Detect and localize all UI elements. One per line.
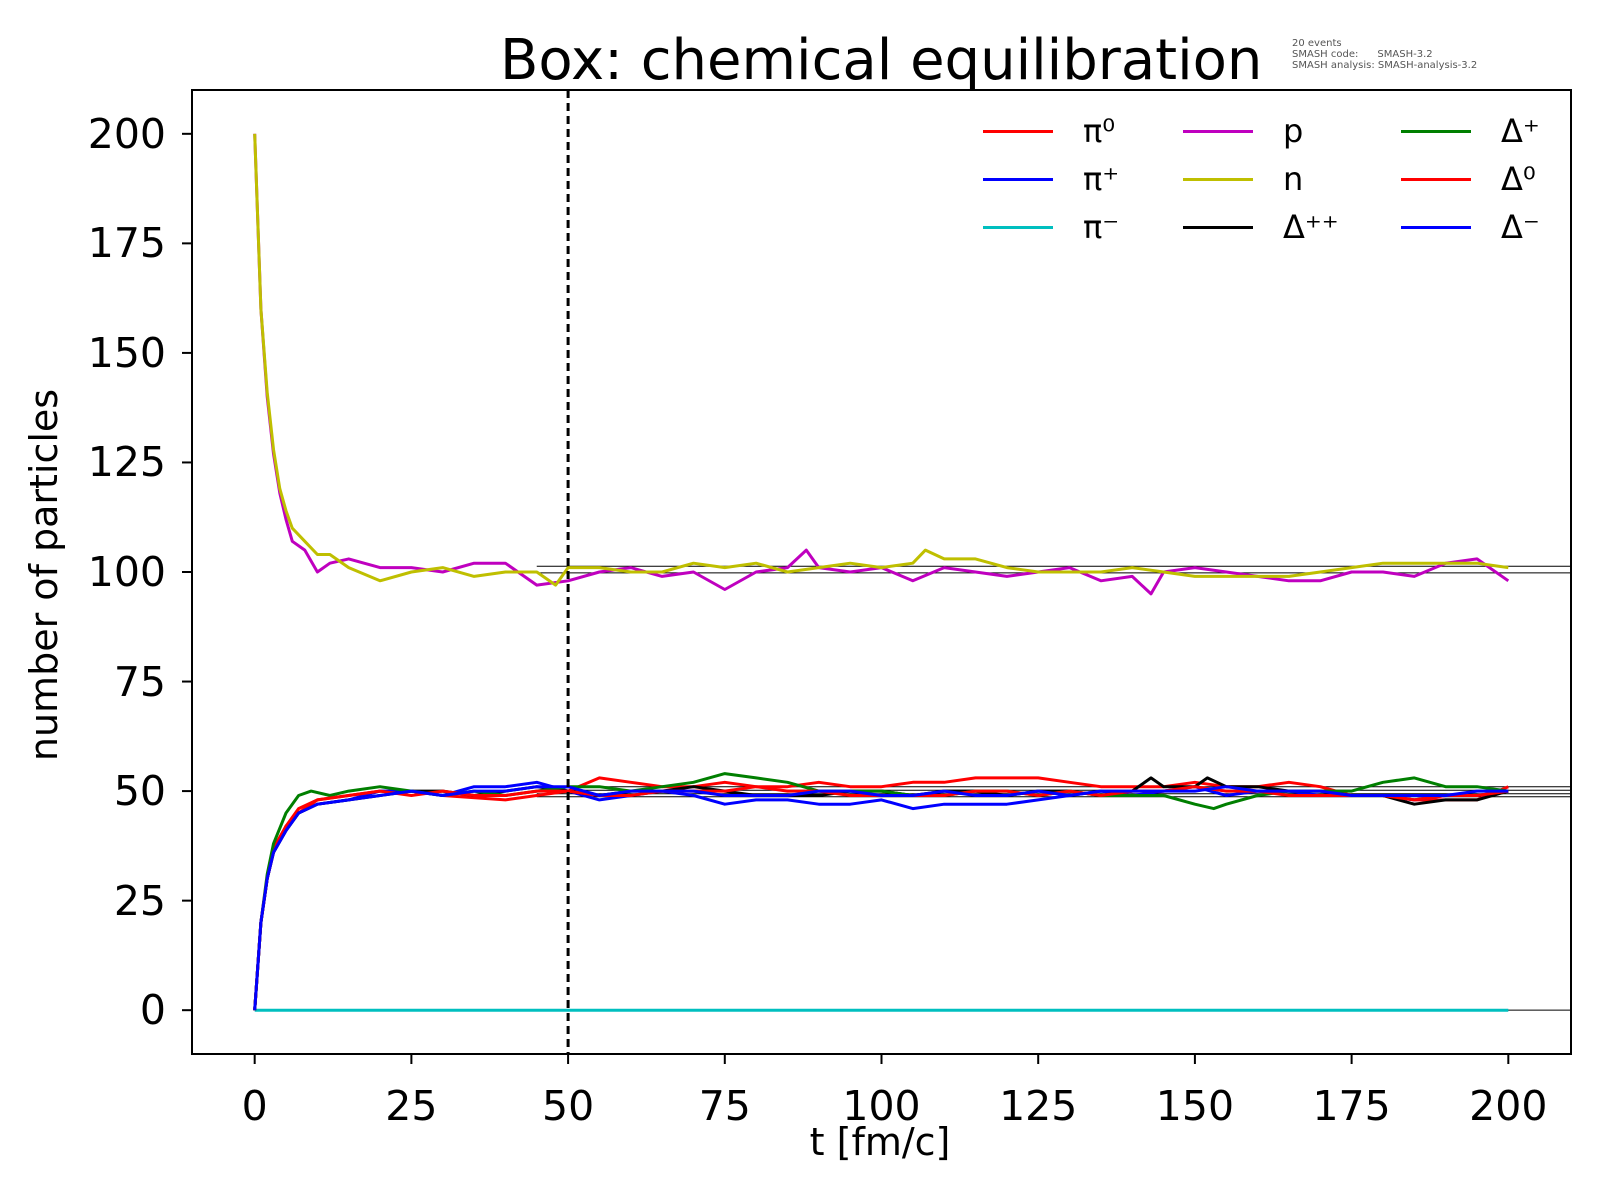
y-tick-label: 175: [87, 219, 166, 268]
y-tick-label: 150: [87, 328, 166, 377]
meta-line: SMASH code: SMASH-3.2: [1292, 49, 1433, 60]
y-tick-label: 0: [139, 986, 166, 1035]
legend-swatch: [1401, 226, 1471, 229]
x-tick-label: 50: [541, 1082, 595, 1130]
run-metadata: 20 events SMASH code: SMASH-3.2 SMASH an…: [1292, 38, 1477, 71]
legend-item-pi0: π⁰: [983, 112, 1163, 152]
x-axis-label: t [fm/c]: [809, 1120, 951, 1164]
legend: π⁰ π⁺ π⁻ p n Δ⁺⁺ Δ⁺ Δ⁰ Δ⁻: [983, 112, 1543, 262]
legend-item-delta-plus: Δ⁺: [1401, 112, 1541, 152]
x-tick-label: 25: [385, 1082, 438, 1130]
legend-label: π⁺: [1083, 160, 1120, 198]
legend-swatch: [1183, 178, 1253, 181]
legend-label: p: [1283, 112, 1304, 150]
y-tick-label: 125: [87, 438, 166, 487]
legend-swatch: [983, 130, 1053, 133]
legend-item-delta-pp: Δ⁺⁺: [1183, 208, 1363, 248]
legend-label: n: [1283, 160, 1304, 198]
y-axis-label: number of particles: [22, 388, 66, 762]
series-line-4: [253, 133, 1509, 587]
y-tick-label: 50: [113, 767, 166, 816]
legend-item-pi-minus: π⁻: [983, 208, 1163, 248]
legend-label: Δ⁺⁺: [1283, 208, 1339, 246]
tick-marks: [182, 132, 1510, 1064]
x-tick-label: 75: [698, 1082, 751, 1130]
x-tick-label: 150: [1155, 1082, 1235, 1130]
x-tick-label: 125: [999, 1082, 1078, 1130]
series-line-0: [253, 776, 1509, 1011]
legend-label: π⁰: [1083, 112, 1116, 150]
legend-swatch: [983, 226, 1053, 229]
legend-swatch: [983, 178, 1053, 181]
meta-line: SMASH analysis: SMASH-analysis-3.2: [1292, 60, 1478, 71]
legend-item-delta-minus: Δ⁻: [1401, 208, 1541, 248]
legend-swatch: [1183, 226, 1253, 229]
series-lines: [253, 133, 1510, 1012]
series-line-1: [253, 780, 1509, 1011]
x-tick-label: 200: [1469, 1082, 1548, 1130]
legend-swatch: [1183, 130, 1253, 133]
y-tick-label: 25: [113, 876, 166, 925]
y-tick-label: 200: [87, 109, 166, 158]
series-line-8: [253, 785, 1509, 1011]
x-tick-label: 175: [1312, 1082, 1391, 1130]
legend-label: Δ⁻: [1501, 208, 1540, 246]
series-line-7: [253, 785, 1509, 1011]
legend-label: Δ⁺: [1501, 112, 1540, 150]
legend-item-pi-plus: π⁺: [983, 160, 1163, 200]
y-tick-label: 100: [87, 548, 166, 596]
meta-line: 20 events: [1292, 38, 1342, 49]
legend-swatch: [1401, 130, 1471, 133]
legend-label: π⁻: [1083, 208, 1120, 246]
legend-item-n: n: [1183, 160, 1363, 200]
chart-title: Box: chemical equilibration: [500, 28, 1263, 93]
x-tick-label: 0: [241, 1082, 268, 1130]
legend-item-delta0: Δ⁰: [1401, 160, 1541, 200]
y-tick-label: 75: [113, 657, 166, 706]
x-tick-label: 100: [842, 1082, 921, 1130]
legend-swatch: [1401, 178, 1471, 181]
series-line-5: [253, 776, 1509, 1011]
legend-label: Δ⁰: [1501, 160, 1536, 198]
legend-item-p: p: [1183, 112, 1363, 152]
series-line-6: [253, 772, 1509, 1011]
